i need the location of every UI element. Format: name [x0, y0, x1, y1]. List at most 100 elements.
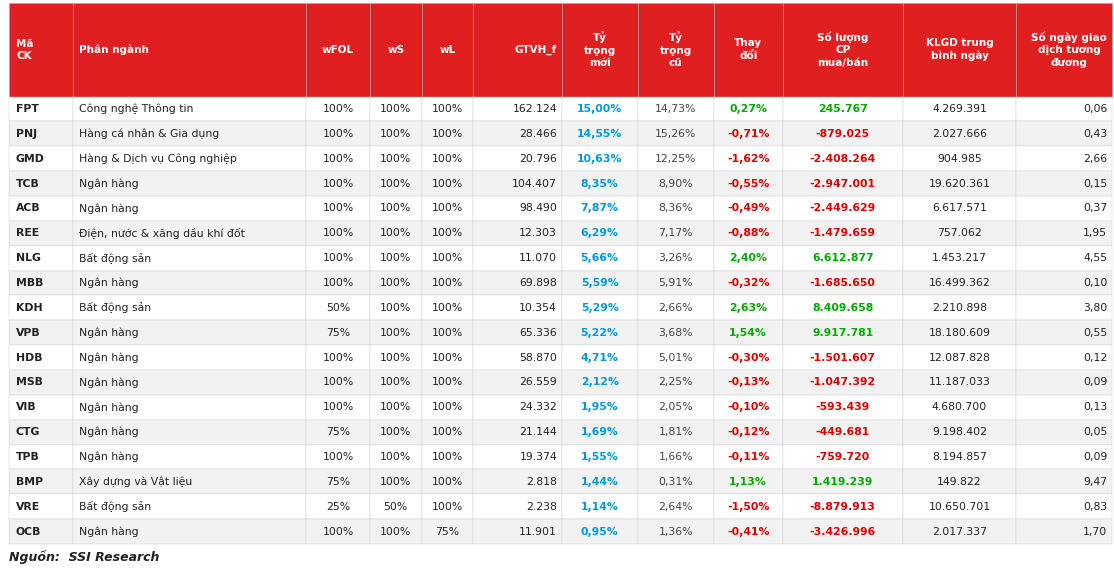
- Text: -2.449.629: -2.449.629: [810, 204, 876, 214]
- Text: NLG: NLG: [16, 253, 40, 263]
- Text: 1,69%: 1,69%: [580, 427, 618, 437]
- Text: 2,12%: 2,12%: [580, 377, 618, 387]
- Bar: [637, 97, 714, 122]
- Text: wS: wS: [388, 44, 404, 55]
- Text: -0,71%: -0,71%: [727, 129, 770, 139]
- Bar: [1016, 321, 1112, 345]
- Bar: [473, 370, 561, 395]
- Bar: [370, 519, 421, 544]
- Bar: [783, 519, 903, 544]
- Text: GMD: GMD: [16, 154, 45, 164]
- Text: 20.796: 20.796: [519, 154, 557, 164]
- Text: 100%: 100%: [380, 477, 411, 487]
- Text: Bất động sản: Bất động sản: [79, 253, 152, 264]
- Text: 0,83: 0,83: [1083, 502, 1107, 512]
- Bar: [9, 146, 72, 171]
- Text: 65.336: 65.336: [519, 328, 557, 338]
- Bar: [637, 420, 714, 445]
- Bar: [473, 345, 561, 370]
- Text: 11.187.033: 11.187.033: [929, 377, 990, 387]
- Text: Ngân hàng: Ngân hàng: [79, 178, 139, 189]
- Text: 100%: 100%: [322, 452, 353, 462]
- Text: 75%: 75%: [436, 526, 459, 536]
- Bar: [72, 445, 306, 470]
- Text: 3,80: 3,80: [1083, 303, 1107, 313]
- Bar: [9, 97, 72, 122]
- Text: 100%: 100%: [432, 129, 463, 139]
- Bar: [714, 395, 783, 420]
- Text: 2.027.666: 2.027.666: [932, 129, 987, 139]
- Text: Ngân hàng: Ngân hàng: [79, 427, 139, 438]
- Text: 100%: 100%: [432, 328, 463, 338]
- Text: Ngân hàng: Ngân hàng: [79, 526, 139, 537]
- Bar: [9, 494, 72, 519]
- Bar: [561, 494, 637, 519]
- Bar: [370, 345, 421, 370]
- Text: -1.685.650: -1.685.650: [810, 278, 876, 288]
- Bar: [306, 469, 370, 494]
- Bar: [9, 196, 72, 221]
- Bar: [473, 221, 561, 246]
- Text: KLGD trung
bình ngày: KLGD trung bình ngày: [926, 38, 994, 61]
- Bar: [561, 370, 637, 395]
- Bar: [637, 246, 714, 271]
- Text: 1,55%: 1,55%: [580, 452, 618, 462]
- Text: wFOL: wFOL: [322, 44, 354, 55]
- Text: 100%: 100%: [380, 452, 411, 462]
- Bar: [473, 469, 561, 494]
- Bar: [637, 469, 714, 494]
- Text: 12,25%: 12,25%: [655, 154, 696, 164]
- Text: GTVH_f: GTVH_f: [515, 44, 557, 55]
- Bar: [714, 97, 783, 122]
- Text: -1,50%: -1,50%: [727, 502, 770, 512]
- Bar: [72, 370, 306, 395]
- Bar: [783, 97, 903, 122]
- Text: 10,63%: 10,63%: [577, 154, 623, 164]
- Text: -0,10%: -0,10%: [727, 402, 770, 412]
- Bar: [561, 295, 637, 321]
- Text: 1,70: 1,70: [1083, 526, 1107, 536]
- Text: 0,95%: 0,95%: [580, 526, 618, 536]
- Bar: [72, 469, 306, 494]
- Bar: [72, 171, 306, 196]
- Bar: [306, 494, 370, 519]
- Bar: [783, 221, 903, 246]
- Text: 100%: 100%: [380, 402, 411, 412]
- Bar: [561, 221, 637, 246]
- Text: 4,55: 4,55: [1083, 253, 1107, 263]
- Text: 100%: 100%: [380, 178, 411, 188]
- Bar: [421, 221, 473, 246]
- Text: REE: REE: [16, 228, 39, 238]
- Bar: [714, 246, 783, 271]
- Bar: [714, 270, 783, 295]
- Text: 100%: 100%: [380, 253, 411, 263]
- Text: 100%: 100%: [432, 253, 463, 263]
- Bar: [714, 345, 783, 370]
- Text: Ngân hàng: Ngân hàng: [79, 452, 139, 462]
- Bar: [783, 171, 903, 196]
- Bar: [637, 146, 714, 171]
- Bar: [473, 395, 561, 420]
- Text: 15,26%: 15,26%: [655, 129, 696, 139]
- Bar: [783, 420, 903, 445]
- Text: VPB: VPB: [16, 328, 40, 338]
- Bar: [72, 395, 306, 420]
- Text: 8,35%: 8,35%: [580, 178, 618, 188]
- Text: 18.180.609: 18.180.609: [928, 328, 990, 338]
- Bar: [1016, 122, 1112, 146]
- Text: 11.901: 11.901: [519, 526, 557, 536]
- Text: 100%: 100%: [432, 477, 463, 487]
- Text: 5,59%: 5,59%: [580, 278, 618, 288]
- Text: -0,32%: -0,32%: [727, 278, 770, 288]
- Bar: [637, 122, 714, 146]
- Bar: [714, 494, 783, 519]
- Bar: [72, 321, 306, 345]
- Bar: [903, 3, 1016, 97]
- Text: Ngân hàng: Ngân hàng: [79, 402, 139, 412]
- Bar: [473, 321, 561, 345]
- Bar: [714, 295, 783, 321]
- Bar: [72, 519, 306, 544]
- Bar: [903, 345, 1016, 370]
- Text: 3,26%: 3,26%: [658, 253, 693, 263]
- Text: 162.124: 162.124: [512, 104, 557, 114]
